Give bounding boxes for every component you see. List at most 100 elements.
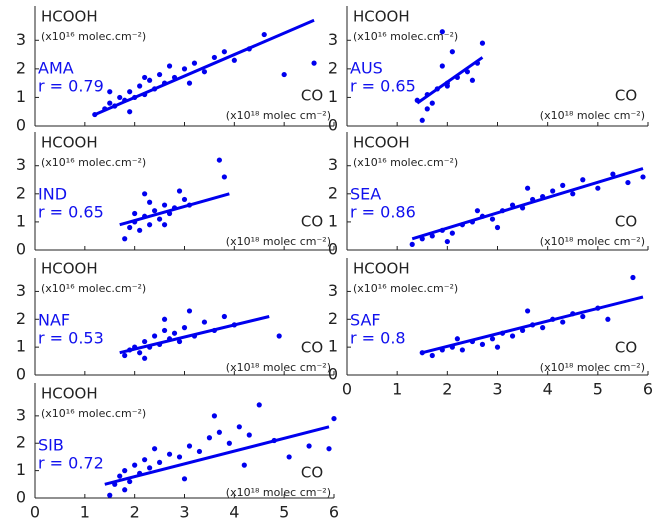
point: [147, 199, 153, 205]
point: [216, 429, 222, 435]
x-unit: (x10¹⁸ molec cm⁻²): [540, 235, 645, 248]
point: [560, 182, 566, 188]
region: SAF: [350, 311, 381, 330]
x-unit: (x10¹⁸ molec cm⁻²): [226, 109, 331, 122]
point: [137, 350, 143, 356]
point: [211, 54, 217, 61]
point: [181, 196, 188, 203]
fit-line: [119, 192, 230, 227]
point: [176, 454, 183, 460]
y-tick-label: 3: [328, 155, 338, 174]
point: [176, 338, 183, 345]
point: [525, 185, 531, 191]
point: [156, 216, 163, 222]
point: [122, 352, 128, 359]
point: [127, 224, 133, 231]
point: [176, 188, 183, 194]
point: [326, 446, 332, 452]
point: [231, 57, 237, 63]
point: [201, 319, 208, 325]
point: [122, 468, 128, 474]
point: [241, 462, 247, 468]
point: [509, 333, 516, 339]
point: [201, 69, 208, 75]
point: [489, 336, 496, 342]
point: [181, 325, 188, 331]
point: [560, 319, 566, 325]
point: [256, 402, 262, 408]
point: [306, 443, 312, 449]
fit-line: [421, 295, 644, 355]
point: [454, 336, 460, 342]
point: [142, 338, 148, 345]
y-tick-label: 2: [328, 183, 338, 202]
x-tick-label: 5: [279, 503, 289, 522]
y-label: HCOOH: [353, 260, 410, 278]
fit-line: [411, 167, 644, 241]
point: [479, 40, 486, 46]
x-tick-label: 1: [80, 503, 90, 522]
point: [117, 473, 123, 479]
point: [580, 177, 586, 183]
x-label: CO: [615, 213, 637, 231]
point: [221, 174, 227, 180]
y-tick-label: 0: [16, 240, 26, 259]
y-tick-label: 3: [328, 281, 338, 300]
point: [161, 327, 168, 334]
point: [605, 316, 611, 322]
point: [570, 191, 576, 197]
r-label: r = 0.86: [350, 203, 416, 222]
point: [127, 89, 133, 95]
point: [181, 66, 188, 72]
y-tick-label: 1: [328, 337, 338, 356]
x-unit: (x10¹⁸ molec cm⁻²): [226, 486, 331, 499]
y-tick-label: 0: [16, 116, 26, 135]
point: [186, 443, 193, 449]
x-label: CO: [301, 464, 323, 482]
point: [276, 333, 282, 339]
point: [281, 71, 287, 78]
y-tick-label: 1: [328, 211, 338, 230]
point: [580, 313, 586, 320]
point: [107, 492, 113, 498]
fit-line: [104, 425, 330, 486]
point: [166, 63, 173, 69]
y-tick-label: 1: [16, 87, 26, 106]
x-unit: (x10¹⁸ molec cm⁻²): [540, 361, 645, 374]
point: [181, 476, 188, 482]
y-label: HCOOH: [41, 385, 98, 403]
point: [132, 462, 138, 468]
point: [246, 432, 252, 438]
fit-line: [416, 56, 484, 105]
point: [142, 355, 148, 361]
x-unit: (x10¹⁸ molec cm⁻²): [540, 109, 645, 122]
x-tick-label: 4: [543, 380, 553, 399]
x-tick-label: 2: [442, 380, 452, 399]
x-tick-label: 6: [329, 503, 339, 522]
y-tick-label: 0: [16, 365, 26, 384]
y-unit: (x10¹⁶ molec.cm⁻²): [353, 30, 458, 43]
point: [127, 109, 133, 115]
point: [494, 344, 501, 350]
point: [122, 487, 128, 493]
x-tick-label: 3: [179, 503, 189, 522]
x-tick-label: 3: [492, 380, 502, 399]
point: [429, 233, 435, 239]
fit-line: [94, 18, 315, 116]
r-label: r = 0.53: [38, 329, 104, 348]
y-unit: (x10¹⁶ molec.cm⁻²): [353, 156, 458, 169]
y-tick-label: 3: [16, 155, 26, 174]
y-tick-label: 1: [16, 337, 26, 356]
point: [226, 440, 232, 446]
point: [161, 202, 168, 208]
point: [166, 451, 173, 457]
y-tick-label: 0: [328, 116, 338, 135]
point: [419, 117, 425, 123]
r-label: r = 0.8: [350, 329, 406, 348]
point: [142, 457, 148, 463]
y-tick-label: 2: [328, 58, 338, 77]
y-tick-label: 3: [16, 30, 26, 49]
point: [107, 100, 113, 106]
point: [479, 341, 486, 347]
point: [196, 448, 203, 455]
